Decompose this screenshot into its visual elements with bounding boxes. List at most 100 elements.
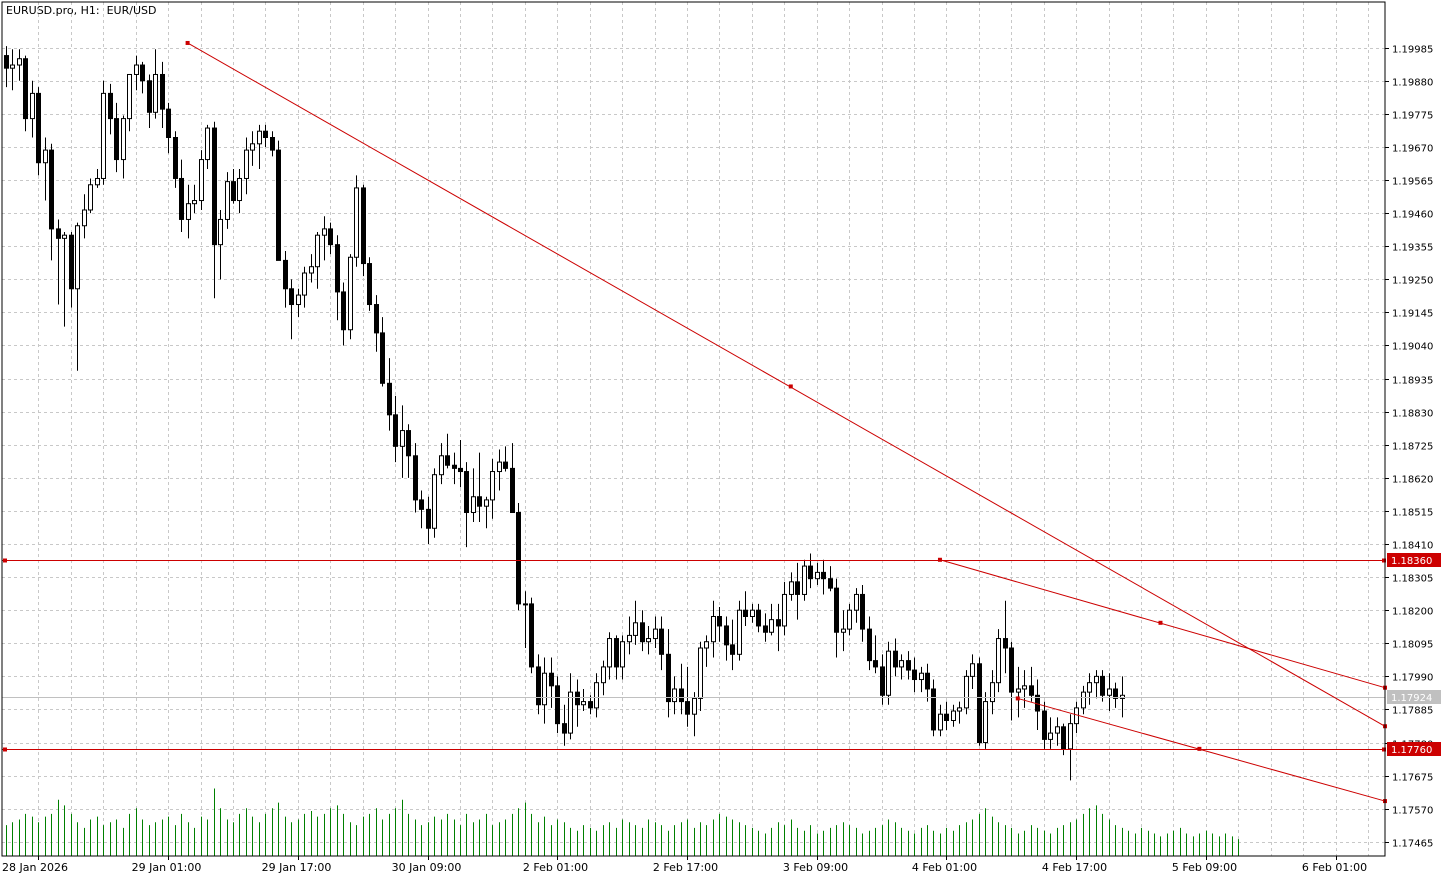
candle[interactable] (542, 657, 547, 724)
candle[interactable] (69, 232, 74, 308)
candle[interactable] (1055, 717, 1060, 746)
candle[interactable] (309, 254, 314, 283)
candle[interactable] (996, 629, 1001, 693)
candle[interactable] (601, 660, 606, 696)
candle[interactable] (406, 424, 411, 478)
candle[interactable] (341, 282, 346, 346)
candles[interactable] (4, 46, 1125, 781)
candle[interactable] (737, 600, 742, 661)
candle[interactable] (328, 222, 333, 255)
candle[interactable] (653, 616, 658, 649)
candle[interactable] (808, 553, 813, 589)
candle[interactable] (860, 584, 865, 642)
candle[interactable] (912, 657, 917, 693)
candle[interactable] (614, 635, 619, 680)
trendline-anchor[interactable] (937, 557, 942, 562)
level-anchor-right[interactable] (1382, 558, 1386, 563)
candle[interactable] (464, 462, 469, 548)
candle[interactable] (237, 169, 242, 214)
candle[interactable] (121, 115, 126, 179)
candle[interactable] (153, 49, 158, 119)
candle[interactable] (244, 137, 249, 195)
candle[interactable] (711, 600, 716, 658)
candle[interactable] (607, 632, 612, 680)
candle[interactable] (1107, 673, 1112, 712)
candle[interactable] (302, 266, 307, 308)
candle[interactable] (659, 616, 664, 671)
candle[interactable] (562, 704, 567, 746)
candle[interactable] (821, 559, 826, 595)
candle[interactable] (510, 443, 515, 514)
candle[interactable] (555, 676, 560, 734)
trendline-anchor[interactable] (185, 40, 190, 45)
candle[interactable] (452, 452, 457, 485)
candle[interactable] (348, 254, 353, 340)
candle[interactable] (439, 443, 444, 485)
candle[interactable] (199, 150, 204, 210)
candle[interactable] (581, 688, 586, 712)
candle[interactable] (1100, 670, 1105, 702)
candle[interactable] (387, 358, 392, 431)
candle[interactable] (575, 679, 580, 727)
candle[interactable] (692, 692, 697, 737)
candle[interactable] (231, 169, 236, 204)
candle[interactable] (322, 216, 327, 261)
candle[interactable] (536, 654, 541, 715)
candle[interactable] (315, 232, 320, 289)
level-anchor-right[interactable] (1382, 747, 1386, 752)
candle[interactable] (413, 443, 418, 513)
candle[interactable] (62, 232, 67, 327)
candle[interactable] (646, 625, 651, 655)
candle[interactable] (108, 83, 113, 135)
candle[interactable] (335, 235, 340, 321)
candle[interactable] (263, 124, 268, 147)
candle[interactable] (931, 679, 936, 737)
candle[interactable] (977, 657, 982, 746)
trendline-anchor[interactable] (788, 384, 793, 389)
candle[interactable] (588, 695, 593, 715)
candle[interactable] (698, 641, 703, 712)
level-anchor-left[interactable] (3, 747, 7, 752)
candle[interactable] (95, 169, 100, 188)
candle[interactable] (802, 559, 807, 601)
candle[interactable] (179, 159, 184, 233)
trendline-anchor[interactable] (1158, 620, 1163, 625)
candle[interactable] (1074, 701, 1079, 734)
candle[interactable] (23, 55, 28, 132)
candle[interactable] (964, 670, 969, 715)
candle[interactable] (743, 591, 748, 626)
candle[interactable] (717, 607, 722, 642)
candle[interactable] (36, 87, 41, 176)
candle[interactable] (925, 663, 930, 702)
candle[interactable] (49, 143, 54, 261)
candle[interactable] (795, 562, 800, 620)
candle[interactable] (1094, 670, 1099, 699)
candle[interactable] (88, 178, 93, 214)
candle[interactable] (1042, 701, 1047, 749)
candle[interactable] (212, 121, 217, 299)
candle[interactable] (983, 692, 988, 749)
candle[interactable] (594, 673, 599, 718)
candle[interactable] (627, 616, 632, 655)
candle[interactable] (685, 666, 690, 727)
candle[interactable] (957, 701, 962, 724)
candle[interactable] (173, 131, 178, 188)
candle[interactable] (10, 49, 15, 91)
candle[interactable] (296, 288, 301, 318)
candle[interactable] (56, 219, 61, 305)
candle[interactable] (679, 663, 684, 715)
trendline-channel-upper[interactable] (939, 559, 1386, 689)
candle[interactable] (289, 279, 294, 340)
candle[interactable] (769, 603, 774, 636)
candle[interactable] (445, 433, 450, 469)
candle[interactable] (166, 102, 171, 154)
candle[interactable] (250, 131, 255, 166)
candle[interactable] (257, 124, 262, 170)
candle[interactable] (568, 673, 573, 740)
candle[interactable] (1003, 600, 1008, 674)
candle[interactable] (127, 73, 132, 132)
candle[interactable] (484, 496, 489, 529)
candle[interactable] (400, 405, 405, 478)
candle[interactable] (919, 666, 924, 693)
